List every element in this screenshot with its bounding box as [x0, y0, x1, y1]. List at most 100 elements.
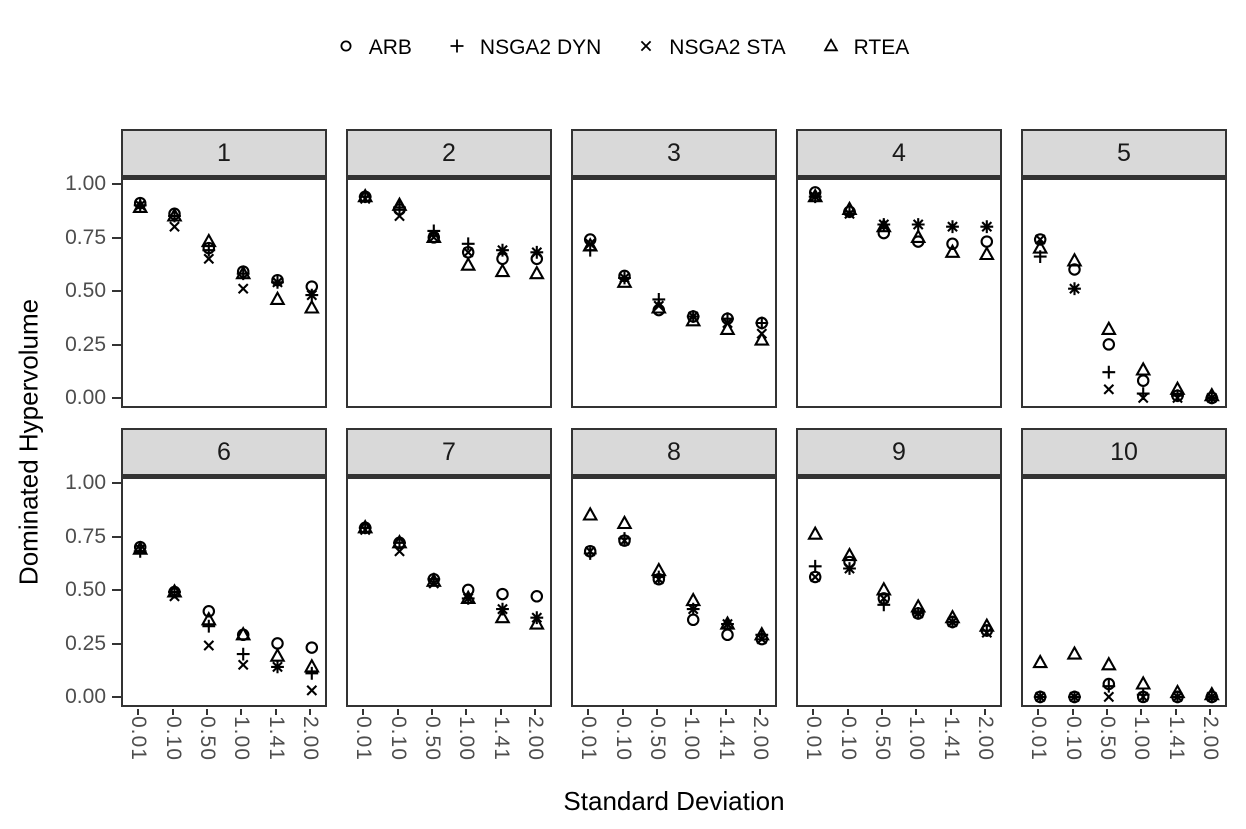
x-tick-label: 1.41: [265, 716, 288, 761]
facet-label: 4: [892, 138, 906, 167]
y-tick-mark: [112, 397, 121, 399]
data-point-nsga2-dyn: [1102, 365, 1116, 379]
data-point-rtea: [425, 228, 442, 243]
facet-strip-1: 1: [121, 129, 327, 178]
data-point-nsga2-dyn: [236, 647, 250, 661]
data-point-arb: [1033, 233, 1047, 246]
data-point-rtea: [166, 583, 183, 598]
data-point-nsga2-dyn: [808, 559, 822, 573]
data-point-rtea: [753, 626, 770, 641]
facet-label: 5: [1117, 138, 1131, 167]
circle-icon: [337, 37, 355, 60]
x-tick-label: 0.50: [871, 716, 894, 761]
y-tick-mark: [112, 643, 121, 645]
y-tick-label: 0.50: [65, 279, 106, 302]
data-point-rtea: [910, 228, 927, 243]
x-tick-label: 2.00: [749, 716, 772, 761]
legend-item-nsga2-sta: NSGA2 STA: [637, 36, 786, 60]
data-point-nsga2-sta: [272, 276, 283, 288]
data-point-rtea: [616, 514, 633, 530]
x-tick-mark: [275, 709, 277, 715]
data-point-rtea: [582, 506, 599, 521]
y-tick-label: 0.00: [65, 386, 106, 409]
legend-item-rtea: RTEA: [822, 36, 909, 60]
facet-label: 6: [217, 437, 231, 466]
data-point-rtea: [528, 264, 545, 280]
data-point-nsga2-sta: [497, 244, 508, 256]
data-point-nsga2-dyn: [877, 598, 891, 612]
data-point-nsga2-sta: [1103, 691, 1115, 703]
data-point-rtea: [1066, 645, 1083, 660]
data-point-nsga2-sta: [306, 685, 318, 696]
y-axis-title: Dominated Hypervolume: [13, 298, 44, 586]
data-point-arb: [1068, 263, 1081, 276]
facet-label: 10: [1110, 437, 1138, 466]
data-point-rtea: [1032, 653, 1049, 669]
data-point-rtea: [269, 647, 286, 662]
facet-label: 8: [667, 437, 681, 466]
x-tick-mark: [362, 709, 364, 715]
data-point-nsga2-dyn: [755, 316, 769, 330]
data-point-rtea: [303, 299, 320, 314]
y-tick-mark: [112, 696, 121, 698]
data-point-rtea: [235, 264, 252, 280]
data-point-rtea: [1100, 656, 1117, 671]
x-tick-label: 2.00: [974, 716, 997, 761]
data-point-nsga2-sta: [1034, 691, 1046, 703]
data-point-rtea: [841, 200, 858, 216]
x-tick-mark: [206, 709, 208, 715]
x-tick-label: 0.01: [352, 716, 375, 761]
y-tick-mark: [112, 482, 121, 484]
data-point-nsga2-dyn: [583, 547, 597, 560]
data-point-nsga2-dyn: [202, 619, 216, 633]
facet-panel-8: [571, 477, 777, 707]
data-point-arb: [305, 641, 319, 654]
data-point-rtea: [494, 608, 511, 624]
facet-label: 2: [442, 138, 456, 167]
y-tick-mark: [112, 344, 121, 346]
data-point-rtea: [719, 320, 736, 335]
y-tick-label: 0.75: [65, 226, 106, 249]
data-point-rtea: [200, 232, 217, 248]
x-tick-label: 2.00: [299, 716, 322, 761]
data-point-arb: [202, 605, 216, 618]
x-tick-mark: [812, 709, 814, 715]
data-point-rtea: [944, 243, 961, 258]
data-point-nsga2-sta: [394, 210, 405, 222]
x-tick-mark: [656, 709, 658, 715]
data-point-rtea: [1203, 386, 1220, 402]
facet-label: 3: [667, 138, 681, 167]
data-point-rtea: [425, 572, 442, 587]
facet-label: 9: [892, 437, 906, 466]
facet-panel-10: [1021, 477, 1227, 707]
facet-strip-4: 4: [796, 129, 1002, 178]
data-point-nsga2-dyn: [1102, 679, 1116, 693]
legend: ARB NSGA2 DYN NSGA2 STA RTEA: [0, 36, 1246, 60]
facet-strip-5: 5: [1021, 129, 1227, 178]
x-tick-mark: [397, 709, 399, 715]
plus-icon: [448, 37, 466, 60]
facet-panel-7: [346, 477, 552, 707]
data-point-nsga2-sta: [912, 219, 924, 230]
data-point-rtea: [875, 581, 892, 596]
data-point-rtea: [132, 540, 149, 555]
x-tick-label: 1.41: [490, 716, 513, 761]
data-point-nsga2-sta: [306, 289, 318, 301]
data-point-rtea: [582, 237, 599, 252]
facet-strip-10: 10: [1021, 428, 1227, 477]
data-point-arb: [271, 637, 284, 650]
data-point-nsga2-sta: [1137, 392, 1149, 404]
data-point-nsga2-sta: [237, 283, 249, 295]
data-point-nsga2-sta: [912, 608, 924, 619]
y-tick-mark: [112, 589, 121, 591]
data-point-nsga2-sta: [844, 563, 855, 574]
facet-panel-3: [571, 178, 777, 408]
x-tick-mark: [309, 709, 311, 715]
y-tick-mark: [112, 237, 121, 239]
x-tick-mark: [1106, 709, 1108, 715]
data-point-nsga2-sta: [203, 253, 215, 265]
x-tick-label: 0.01: [802, 716, 825, 761]
data-point-rtea: [200, 611, 217, 626]
data-point-nsga2-sta: [981, 221, 993, 233]
